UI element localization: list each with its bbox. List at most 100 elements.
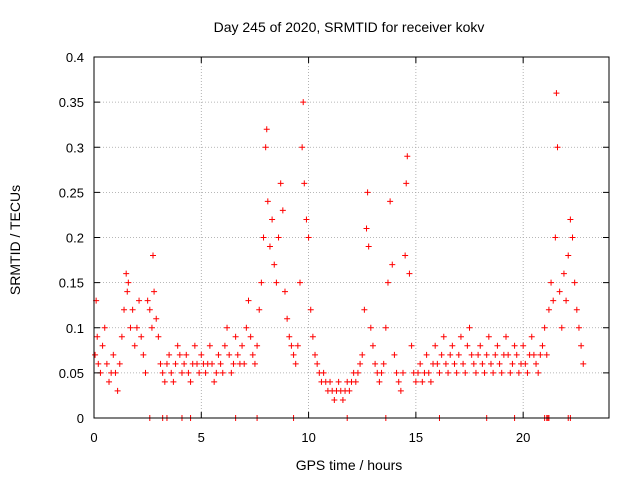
data-point xyxy=(123,270,130,277)
data-point xyxy=(382,324,389,331)
data-point xyxy=(166,351,173,358)
data-point xyxy=(245,297,252,304)
data-point xyxy=(511,342,518,349)
data-point xyxy=(116,360,123,367)
data-point xyxy=(485,333,492,340)
data-point xyxy=(99,342,106,349)
data-point xyxy=(445,369,452,376)
data-point xyxy=(567,216,574,223)
y-axis-ticks: 0 0.05 0.1 0.15 0.2 0.25 0.3 0.35 0.4 xyxy=(59,50,609,426)
data-point xyxy=(472,369,479,376)
data-point xyxy=(434,360,441,367)
data-point xyxy=(300,99,307,106)
data-point xyxy=(490,369,497,376)
data-point xyxy=(453,369,460,376)
data-point xyxy=(264,198,271,205)
data-point xyxy=(372,360,379,367)
data-point xyxy=(275,234,282,241)
y-tick-label: 0.2 xyxy=(66,231,84,246)
data-point xyxy=(367,324,374,331)
data-point xyxy=(369,342,376,349)
data-point xyxy=(124,288,131,295)
data-point xyxy=(380,360,387,367)
data-point xyxy=(539,342,546,349)
data-point xyxy=(364,189,371,196)
data-point xyxy=(312,351,319,358)
data-point xyxy=(94,333,101,340)
data-point xyxy=(269,216,276,223)
data-point xyxy=(148,324,155,331)
data-point xyxy=(357,360,364,367)
data-point xyxy=(464,342,471,349)
data-point xyxy=(496,360,503,367)
data-point xyxy=(170,378,177,385)
x-tick-label: 10 xyxy=(301,430,315,445)
data-point xyxy=(404,153,411,160)
data-point xyxy=(307,306,314,313)
data-point xyxy=(294,342,301,349)
data-point xyxy=(234,351,241,358)
data-point xyxy=(151,288,158,295)
data-point xyxy=(228,369,235,376)
data-point xyxy=(230,360,237,367)
data-point xyxy=(359,351,366,358)
data-point xyxy=(432,342,439,349)
data-point xyxy=(213,369,220,376)
data-point xyxy=(161,378,168,385)
data-point xyxy=(140,351,147,358)
data-point xyxy=(219,369,226,376)
data-point xyxy=(187,378,194,385)
data-point xyxy=(284,315,291,322)
data-point xyxy=(503,333,509,340)
data-point xyxy=(194,360,200,367)
data-point xyxy=(545,306,552,313)
data-point xyxy=(155,333,162,340)
data-point xyxy=(172,360,179,367)
data-point xyxy=(541,324,548,331)
data-point xyxy=(530,351,537,358)
data-point xyxy=(209,360,216,367)
data-point xyxy=(327,378,334,385)
data-point xyxy=(299,144,306,151)
data-point xyxy=(133,324,140,331)
data-point xyxy=(543,351,550,358)
data-point xyxy=(460,360,467,367)
data-point xyxy=(241,360,248,367)
data-point xyxy=(249,351,256,358)
grid-lines xyxy=(94,57,609,418)
data-point xyxy=(178,369,185,376)
data-point xyxy=(262,144,269,151)
data-point xyxy=(354,369,361,376)
data-point xyxy=(125,279,132,286)
data-point xyxy=(573,306,580,313)
data-point xyxy=(565,252,572,259)
data-point xyxy=(438,351,445,358)
y-tick-label: 0.1 xyxy=(66,321,84,336)
y-tick-label: 0.35 xyxy=(59,95,84,110)
data-point xyxy=(263,126,270,133)
data-point xyxy=(286,333,293,340)
data-point xyxy=(260,234,267,241)
data-point xyxy=(492,351,499,358)
data-point xyxy=(415,369,422,376)
data-point xyxy=(494,342,501,349)
data-point xyxy=(393,369,400,376)
data-point xyxy=(563,297,570,304)
x-tick-label: 0 xyxy=(90,430,97,445)
data-point xyxy=(552,234,559,241)
data-point xyxy=(243,324,250,331)
data-point xyxy=(402,252,409,259)
data-point xyxy=(142,369,149,376)
data-point xyxy=(571,279,578,286)
data-point xyxy=(290,351,297,358)
data-point xyxy=(449,342,456,349)
data-point xyxy=(239,342,246,349)
data-point xyxy=(481,369,488,376)
data-point xyxy=(483,351,490,358)
data-point xyxy=(556,288,563,295)
data-point xyxy=(251,360,258,367)
data-point xyxy=(560,270,567,277)
data-point xyxy=(436,369,443,376)
y-tick-label: 0.15 xyxy=(59,276,84,291)
